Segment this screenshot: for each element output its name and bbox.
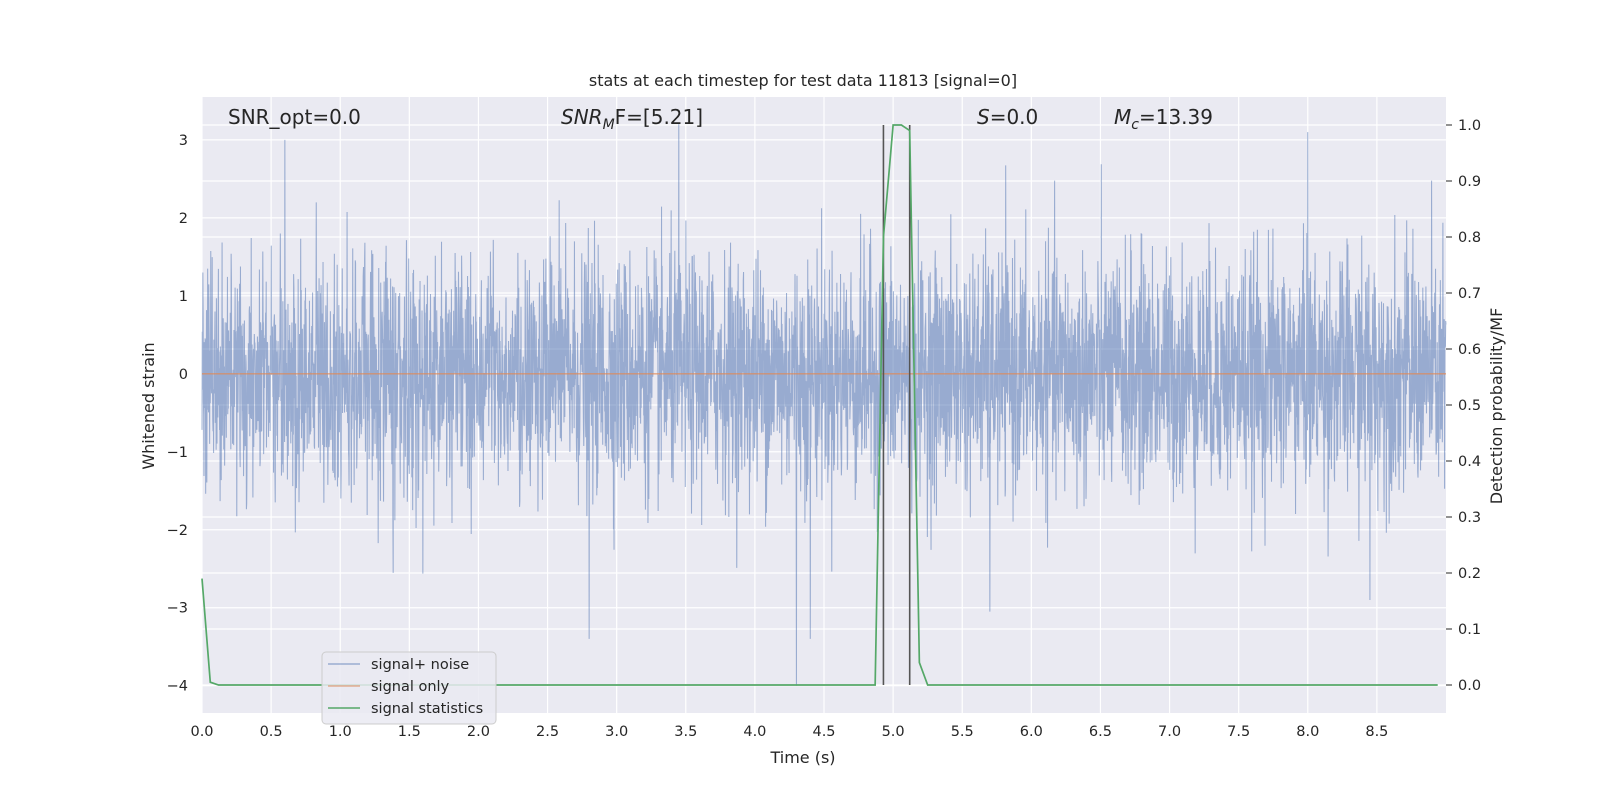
y-right-tick-label: 0.2 [1458, 566, 1481, 582]
legend-label-signal-only: signal only [371, 679, 450, 695]
x-tick-label: 6.0 [1020, 724, 1043, 740]
annotation-snr-mf-sub: M [603, 117, 615, 133]
x-tick-label: 1.0 [329, 724, 352, 740]
x-tick-label: 0.0 [190, 724, 213, 740]
chart-title: stats at each timestep for test data 118… [589, 71, 1017, 90]
annotations: SNR_opt=0.0 SNRMF=[5.21] S=0.0 Mc=13.39 [228, 105, 1213, 133]
plot-area [201, 97, 1447, 713]
y-right-tick-label: 0.1 [1458, 622, 1481, 638]
annotation-mc-sub: c [1131, 117, 1139, 133]
x-tick-label: 4.5 [812, 724, 835, 740]
y-left-tick-label: 2 [179, 211, 188, 227]
x-tick-label: 1.5 [398, 724, 421, 740]
axis-ticks: 0.0 0.5 1.0 1.5 2.0 2.5 3.0 3.5 4.0 4.5 5.0 5.5 6.0 6… [167, 118, 1481, 740]
y-axis-label-right: Detection probability/MF [1487, 308, 1506, 505]
x-tick-label: 5.0 [882, 724, 905, 740]
x-tick-label: 2.5 [536, 724, 559, 740]
y-left-tick-label: 1 [179, 289, 188, 305]
x-axis-label: Time (s) [769, 748, 835, 767]
x-tick-label: 6.5 [1089, 724, 1112, 740]
y-left-tick-label: 3 [179, 133, 188, 149]
legend-box [321, 651, 497, 725]
y-right-tick-label: 0.3 [1458, 510, 1481, 526]
annotation-snr-mf-base: SNR [561, 105, 603, 129]
x-tick-label: 7.0 [1158, 724, 1181, 740]
y-left-tick-label: −1 [167, 445, 188, 461]
x-tick-label: 8.0 [1296, 724, 1319, 740]
x-tick-label: 4.0 [743, 724, 766, 740]
legend: signal+ noise signal only signal statist… [321, 651, 497, 725]
y-right-tick-label: 0.0 [1458, 678, 1481, 694]
annotation-mc-value: =13.39 [1139, 105, 1213, 129]
annotation-snr-mf: SNRMF=[5.21] [561, 105, 703, 133]
y-left-tick-label: −2 [167, 523, 188, 539]
y-right-tick-label: 0.7 [1458, 286, 1481, 302]
annotation-s-name: S [977, 105, 990, 129]
y-right-tick-label: 0.6 [1458, 342, 1481, 358]
series-signal-noise-line [201, 124, 1447, 686]
legend-label-signal-noise: signal+ noise [371, 657, 469, 673]
annotation-s: S=0.0 [977, 105, 1038, 129]
x-tick-label: 3.0 [605, 724, 628, 740]
y-right-tick-label: 0.4 [1458, 454, 1481, 470]
x-tick-label: 5.5 [951, 724, 974, 740]
y-right-tick-label: 0.9 [1458, 174, 1481, 190]
x-tick-label: 3.5 [674, 724, 697, 740]
x-tick-label: 8.5 [1365, 724, 1388, 740]
y-left-tick-label: −3 [167, 601, 188, 617]
annotation-s-value: =0.0 [990, 105, 1039, 129]
y-right-tick-label: 1.0 [1458, 118, 1481, 134]
legend-label-signal-statistics: signal statistics [371, 701, 483, 717]
y-left-tick-label: −4 [167, 679, 188, 695]
y-left-tick-label: 0 [179, 367, 188, 383]
annotation-snr-mf-tail: F=[5.21] [615, 105, 703, 129]
x-tick-label: 2.0 [467, 724, 490, 740]
y-axis-label-left: Whitened strain [139, 342, 158, 469]
overlay-lines [201, 124, 1446, 686]
y-right-tick-label: 0.8 [1458, 230, 1481, 246]
annotation-snr-opt: SNR_opt=0.0 [228, 105, 361, 129]
annotation-mc-base: M [1114, 105, 1131, 129]
y-right-tick-label: 0.5 [1458, 398, 1481, 414]
signal-noise-series [201, 124, 1447, 686]
x-tick-label: 7.5 [1227, 724, 1250, 740]
annotation-mc: Mc=13.39 [1114, 105, 1213, 133]
series-signal-statistics-line [201, 124, 1438, 686]
x-tick-label: 0.5 [260, 724, 283, 740]
